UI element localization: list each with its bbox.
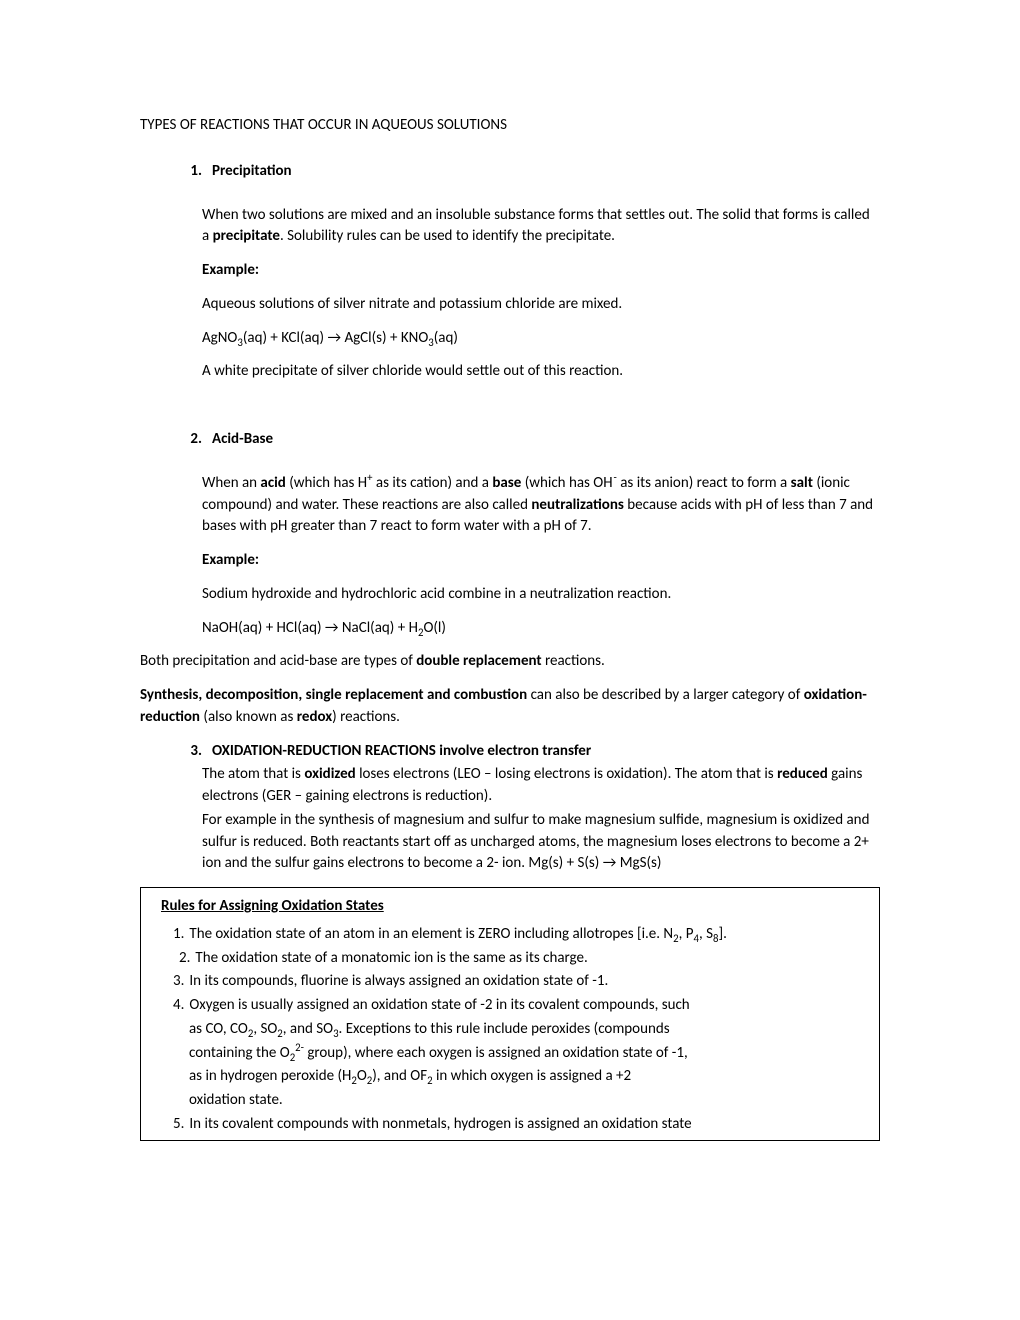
term-acid: acid bbox=[260, 474, 285, 492]
text: can also be described by a larger catego… bbox=[527, 686, 804, 704]
text: , SO bbox=[253, 1020, 277, 1038]
rule-number: 1. bbox=[173, 924, 184, 946]
eq-text: NaOH(aq) + HCl(aq) → NaCl(aq) + H bbox=[202, 619, 418, 637]
eq-text: (aq) bbox=[434, 329, 458, 347]
rule-3: 3. In its compounds, fluorine is always … bbox=[173, 971, 869, 993]
section-1-example: Example: Aqueous solutions of silver nit… bbox=[202, 260, 880, 383]
section-2-example: Example: Sodium hydroxide and hydrochlor… bbox=[202, 550, 880, 639]
text: as its cation) and a bbox=[373, 474, 493, 492]
text: , P bbox=[679, 925, 694, 943]
rule-4-line-5: oxidation state. bbox=[189, 1090, 869, 1112]
text: , S bbox=[699, 925, 713, 943]
example-text: Aqueous solutions of silver nitrate and … bbox=[202, 294, 880, 316]
rule-number: 4. bbox=[173, 995, 184, 1017]
section-1-paragraph: When two solutions are mixed and an inso… bbox=[202, 205, 880, 249]
bridge-paragraph-1: Both precipitation and acid-base are typ… bbox=[140, 651, 880, 673]
section-1-number: 1. bbox=[176, 161, 212, 195]
rule-1: 1. The oxidation state of an atom in an … bbox=[173, 924, 869, 946]
document-page: TYPES OF REACTIONS THAT OCCUR IN AQUEOUS… bbox=[0, 0, 1020, 1320]
text: . Solubility rules can be used to identi… bbox=[280, 227, 615, 245]
rule-text: Oxygen is usually assigned an oxidation … bbox=[189, 995, 689, 1017]
example-label: Example: bbox=[202, 260, 880, 282]
rule-text: In its compounds, fluorine is always ass… bbox=[189, 971, 608, 993]
eq-text: (aq) + KCl(aq) → AgCl(s) + KNO bbox=[243, 329, 428, 347]
text: (which has OH bbox=[521, 474, 612, 492]
term-reduced: reduced bbox=[777, 765, 828, 783]
rules-title: Rules for Assigning Oxidation States bbox=[161, 896, 869, 918]
section-3-number: 3. bbox=[176, 741, 212, 765]
text: group), where each oxygen is assigned an… bbox=[304, 1044, 688, 1062]
text: . Exceptions to this rule include peroxi… bbox=[339, 1020, 670, 1038]
text: ) reactions. bbox=[332, 708, 400, 726]
rule-2: 2. The oxidation state of a monatomic io… bbox=[179, 948, 869, 970]
rule-4-line-2: as CO, CO2, SO2, and SO3. Exceptions to … bbox=[189, 1019, 869, 1041]
term-double-replacement: double replacement bbox=[416, 652, 541, 670]
eq-text: AgNO bbox=[202, 329, 237, 347]
rule-text: In its covalent compounds with nonmetals… bbox=[189, 1114, 691, 1136]
text: in which oxygen is assigned a +2 bbox=[433, 1067, 632, 1085]
section-2-title: Acid-Base bbox=[212, 429, 273, 451]
rule-text: The oxidation state of a monatomic ion i… bbox=[195, 948, 587, 970]
term-base: base bbox=[492, 474, 521, 492]
text: ]. bbox=[719, 925, 727, 943]
term-neutralizations: neutralizations bbox=[531, 496, 624, 514]
term-redox: redox bbox=[297, 708, 332, 726]
section-2-number: 2. bbox=[176, 429, 212, 463]
rule-4-line-3: containing the O22- group), where each o… bbox=[189, 1043, 869, 1065]
text: When an bbox=[202, 474, 260, 492]
example-text: Sodium hydroxide and hydrochloric acid c… bbox=[202, 584, 880, 606]
rules-box: Rules for Assigning Oxidation States 1. … bbox=[140, 887, 880, 1141]
example-label: Example: bbox=[202, 550, 880, 572]
rule-4: 4. Oxygen is usually assigned an oxidati… bbox=[173, 995, 869, 1017]
text: O bbox=[357, 1067, 367, 1085]
text: , and SO bbox=[283, 1020, 333, 1038]
text: containing the O bbox=[189, 1044, 290, 1062]
rule-4-line-4: as in hydrogen peroxide (H2O2), and OF2 … bbox=[189, 1066, 869, 1088]
term-salt: salt bbox=[791, 474, 813, 492]
rule-text: The oxidation state of an atom in an ele… bbox=[189, 924, 727, 946]
text: as CO, CO bbox=[189, 1020, 248, 1038]
document-title: TYPES OF REACTIONS THAT OCCUR IN AQUEOUS… bbox=[140, 115, 880, 137]
rule-number: 2. bbox=[179, 948, 190, 970]
section-3-heading: 3. OXIDATION-REDUCTION REACTIONS involve… bbox=[176, 741, 880, 765]
text: reactions. bbox=[542, 652, 605, 670]
bridge-paragraph-2: Synthesis, decomposition, single replace… bbox=[140, 685, 880, 729]
equation-1: AgNO3(aq) + KCl(aq) → AgCl(s) + KNO3(aq) bbox=[202, 328, 880, 350]
section-2-paragraph: When an acid (which has H+ as its cation… bbox=[202, 473, 880, 538]
rule-number: 3. bbox=[173, 971, 184, 993]
rule-5: 5. In its covalent compounds with nonmet… bbox=[173, 1114, 869, 1136]
spacer bbox=[140, 395, 880, 429]
text: Both precipitation and acid-base are typ… bbox=[140, 652, 416, 670]
section-3-title: OXIDATION-REDUCTION REACTIONS involve el… bbox=[212, 741, 591, 763]
text: (also known as bbox=[200, 708, 297, 726]
term-synthesis: Synthesis, decomposition, single replace… bbox=[140, 686, 527, 704]
text: The oxidation state of an atom in an ele… bbox=[189, 925, 673, 943]
term-precipitate: precipitate bbox=[213, 227, 280, 245]
superscript: 2- bbox=[295, 1041, 304, 1054]
text: as its anion) react to form a bbox=[617, 474, 791, 492]
result-text: A white precipitate of silver chloride w… bbox=[202, 361, 880, 383]
term-oxidized: oxidized bbox=[304, 765, 355, 783]
rule-number: 5. bbox=[173, 1114, 184, 1136]
section-1-title: Precipitation bbox=[212, 161, 292, 183]
text: (which has H bbox=[286, 474, 367, 492]
section-3-paragraph-2: For example in the synthesis of magnesiu… bbox=[202, 810, 880, 875]
equation-2: NaOH(aq) + HCl(aq) → NaCl(aq) + H2O(l) bbox=[202, 618, 880, 640]
section-3-paragraph-1: The atom that is oxidized loses electron… bbox=[202, 764, 880, 808]
text: as in hydrogen peroxide (H bbox=[189, 1067, 351, 1085]
section-1-heading: 1. Precipitation bbox=[176, 161, 880, 195]
text: ), and OF bbox=[372, 1067, 427, 1085]
eq-text: O(l) bbox=[423, 619, 445, 637]
section-2-heading: 2. Acid-Base bbox=[176, 429, 880, 463]
text: The atom that is bbox=[202, 765, 304, 783]
text: loses electrons (LEO – losing electrons … bbox=[356, 765, 777, 783]
